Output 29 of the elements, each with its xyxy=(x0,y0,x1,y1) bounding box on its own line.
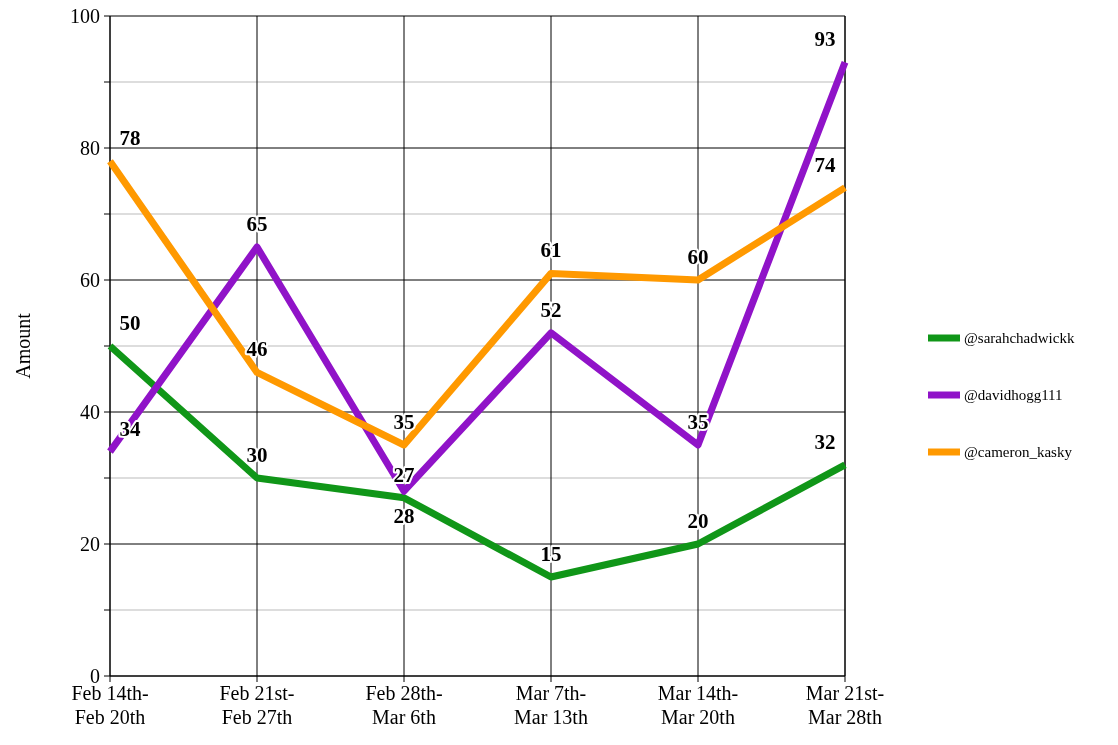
data-label: 50 xyxy=(119,311,141,335)
legend-label: @sarahchadwickk xyxy=(964,330,1075,347)
data-label: 60 xyxy=(687,245,709,269)
data-label: 61 xyxy=(540,238,562,263)
data-label: 46 xyxy=(246,337,268,362)
data-label: 52 xyxy=(540,297,562,322)
x-tick-label: Mar 21st- Mar 28th xyxy=(805,682,885,728)
data-label: 93 xyxy=(814,27,836,52)
y-tick-label: 20 xyxy=(80,533,100,555)
y-tick-label: 40 xyxy=(80,401,100,423)
data-label: 20 xyxy=(687,509,709,533)
y-tick-label: 100 xyxy=(70,5,100,27)
x-tick-label: Mar 7th- Mar 13th xyxy=(514,682,588,728)
data-label: 78 xyxy=(119,126,141,151)
x-tick-label: Feb 28th- Mar 6th xyxy=(365,682,443,728)
y-tick-label: 80 xyxy=(80,137,100,159)
data-label: 32 xyxy=(814,429,836,454)
x-tick-label: Mar 14th- Mar 20th xyxy=(657,682,739,728)
data-label: 74 xyxy=(814,152,836,177)
legend-label: @cameron_kasky xyxy=(964,444,1073,461)
legend-label: @davidhogg111 xyxy=(964,387,1063,404)
data-label: 30 xyxy=(246,443,268,467)
x-tick-label: Feb 21st- Feb 27th xyxy=(219,682,295,728)
data-label: 35 xyxy=(393,410,415,434)
data-label: 28 xyxy=(393,504,415,529)
data-label: 65 xyxy=(246,212,268,236)
y-tick-label: 60 xyxy=(80,269,100,291)
data-label: 15 xyxy=(540,542,562,566)
y-axis-title: Amount xyxy=(12,312,34,379)
